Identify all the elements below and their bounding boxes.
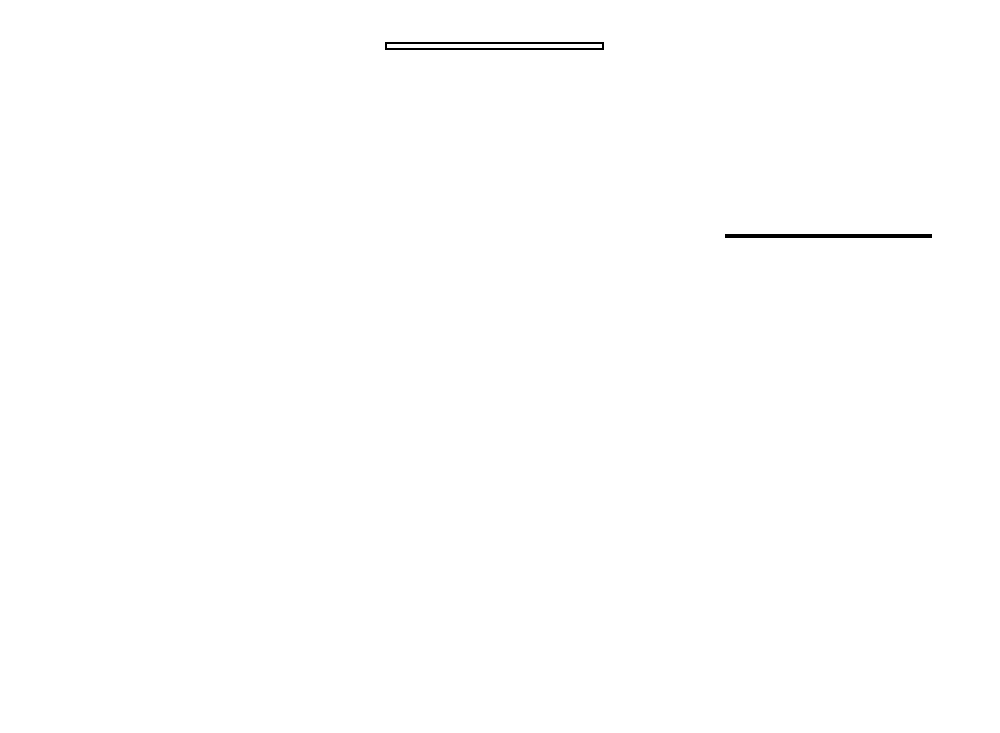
indices-table <box>725 234 932 238</box>
legend <box>385 42 604 50</box>
